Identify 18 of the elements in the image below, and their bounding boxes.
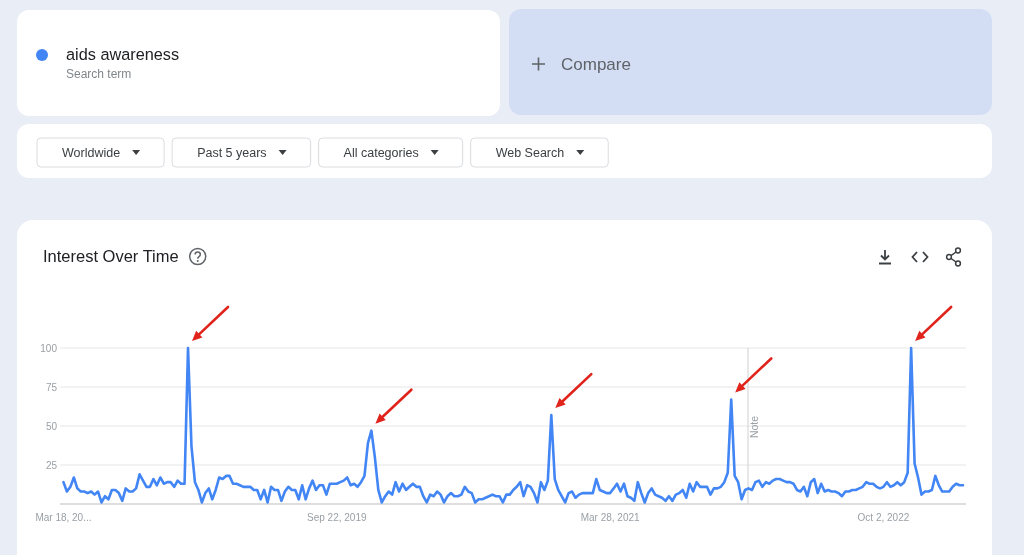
text: All categories (343, 146, 419, 160)
text: Compare (561, 55, 631, 74)
line-series (62, 346, 965, 504)
x-tick-label: Sep 22, 2019 (307, 512, 367, 523)
x-tick-label: Oct 2, 2022 (857, 512, 910, 523)
text: Web Search (495, 146, 565, 160)
x-tick-label: Mar 28, 2021 (580, 512, 641, 523)
legend-title: Search term (66, 67, 132, 81)
y-tick-label: 75 (45, 381, 58, 393)
y-tick-label: 25 (45, 459, 58, 471)
y-tick-label: 100 (40, 342, 58, 354)
y-tick-label: 50 (45, 420, 58, 432)
x-tick-label: Mar 18, 20... (35, 512, 92, 523)
legend-label: aids awareness (66, 45, 180, 63)
text: Worldwide (62, 146, 121, 160)
chart-title: Interest Over Time (43, 247, 179, 265)
text: Past 5 years (197, 146, 267, 160)
ref-line-label: Note (748, 415, 761, 439)
